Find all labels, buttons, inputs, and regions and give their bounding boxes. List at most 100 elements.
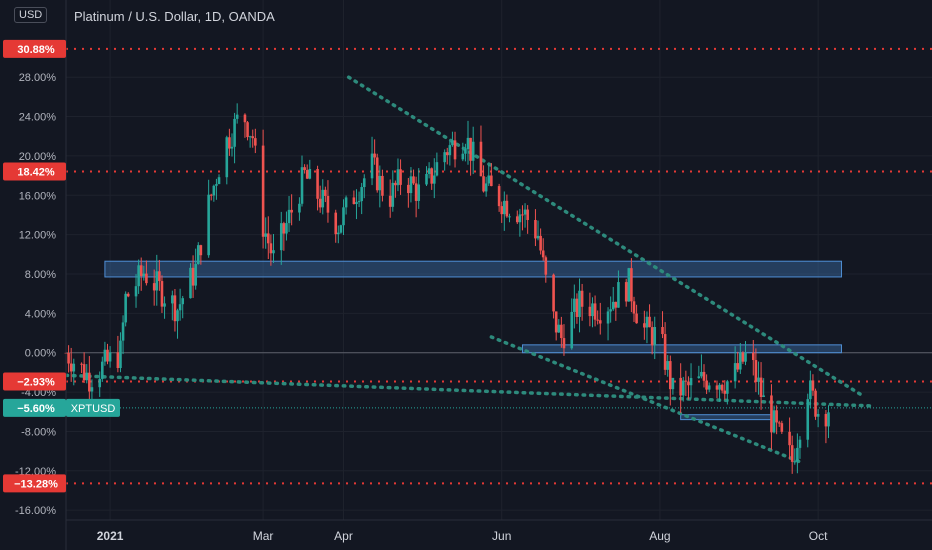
candle-body xyxy=(534,220,537,239)
candle-body xyxy=(251,136,255,139)
candle-body xyxy=(308,169,312,179)
candle-body xyxy=(388,195,392,207)
candle-body xyxy=(671,377,675,390)
candle-body xyxy=(435,162,439,176)
candle-body xyxy=(827,412,830,427)
candle-body xyxy=(552,274,555,312)
candle-body xyxy=(339,225,343,233)
candle-body xyxy=(573,298,576,312)
candle-body xyxy=(360,187,363,202)
candle-body xyxy=(212,185,216,196)
candle-body xyxy=(611,301,615,310)
y-tick-label: 0.00% xyxy=(25,348,56,360)
candle-body xyxy=(181,298,185,305)
candle-body xyxy=(661,327,664,335)
candle-body xyxy=(508,216,511,218)
candle-body xyxy=(591,303,594,317)
currency-badge[interactable]: USD xyxy=(14,7,48,23)
candle-body xyxy=(443,152,446,163)
candle-body xyxy=(575,298,579,317)
level-tag: −2.93% xyxy=(17,377,55,389)
candle-body xyxy=(580,290,584,307)
candle-body xyxy=(430,168,433,184)
candle-body xyxy=(173,295,177,322)
candle-body xyxy=(142,273,146,276)
candle-body xyxy=(106,349,109,362)
candle-body xyxy=(461,153,465,160)
candle-body xyxy=(539,235,542,251)
candle-body xyxy=(490,175,493,187)
candle-body xyxy=(101,361,104,379)
candle-body xyxy=(282,223,286,234)
candle-body xyxy=(233,118,236,147)
candle-body xyxy=(497,186,501,207)
candle-body xyxy=(653,327,657,346)
candle-body xyxy=(103,349,107,362)
candle-body xyxy=(741,352,745,362)
trendlines xyxy=(64,75,872,465)
candle-body xyxy=(209,194,213,196)
candle-body xyxy=(69,363,73,372)
candle-body xyxy=(809,380,812,400)
candle-body xyxy=(316,169,319,199)
candle-body xyxy=(650,327,654,346)
x-tick-label: Oct xyxy=(809,529,828,543)
candle-body xyxy=(606,311,610,324)
level-tag-bg xyxy=(3,372,66,391)
candle-body xyxy=(487,175,491,184)
candle-body xyxy=(757,377,760,382)
level-tag: 18.42% xyxy=(17,166,55,178)
candle-body xyxy=(726,381,729,394)
candle-body xyxy=(230,146,234,149)
candle-body xyxy=(196,245,200,265)
candle-body xyxy=(137,265,140,287)
price-axis: 28.00% 24.00% 20.00% 16.00% 12.00% 8.00% 4.00%… xyxy=(15,0,67,550)
level-tag-bg xyxy=(3,39,66,58)
candle-body xyxy=(635,313,638,324)
candle-body xyxy=(119,340,122,369)
candle-body xyxy=(448,145,452,156)
candle-body xyxy=(775,410,778,423)
candle-body xyxy=(303,167,306,171)
y-tick-label: 16.00% xyxy=(19,190,57,202)
candle-body xyxy=(705,380,708,390)
candle-body xyxy=(624,282,628,302)
candle-body xyxy=(417,184,421,201)
trendline xyxy=(64,373,872,408)
candle-body xyxy=(796,447,799,462)
candle-body xyxy=(176,310,179,322)
symbol-tag-bg xyxy=(66,398,120,417)
candle-body xyxy=(67,353,70,364)
candle-body xyxy=(798,439,802,448)
candle-body xyxy=(515,216,519,223)
chart-grid xyxy=(66,0,932,520)
candle-body xyxy=(88,372,91,392)
current-price-tag: −5.60% xyxy=(17,403,55,415)
candle-body xyxy=(337,232,340,235)
candle-body xyxy=(396,169,400,186)
x-tick-label: Jun xyxy=(492,529,511,543)
candle-body xyxy=(718,384,721,390)
zone-rect xyxy=(104,260,842,278)
symbol-tag: XPTUSD xyxy=(71,403,116,415)
candle-body xyxy=(160,281,164,307)
candle-body xyxy=(399,169,402,185)
candle-body xyxy=(246,122,249,138)
candle-body xyxy=(663,334,667,370)
candle-body xyxy=(453,140,457,160)
candle-body xyxy=(598,320,602,324)
candle-body xyxy=(266,233,270,244)
candle-body xyxy=(526,209,529,221)
candle-body xyxy=(90,387,94,392)
candle-body xyxy=(762,395,765,397)
candle-body xyxy=(770,395,773,433)
candle-body xyxy=(342,207,345,226)
candle-body xyxy=(290,209,293,213)
candle-body xyxy=(189,267,192,299)
candle-body xyxy=(707,385,711,390)
candle-body xyxy=(736,363,740,370)
candle-body xyxy=(254,138,257,146)
candle-body xyxy=(194,264,197,286)
candle-body xyxy=(124,293,127,323)
